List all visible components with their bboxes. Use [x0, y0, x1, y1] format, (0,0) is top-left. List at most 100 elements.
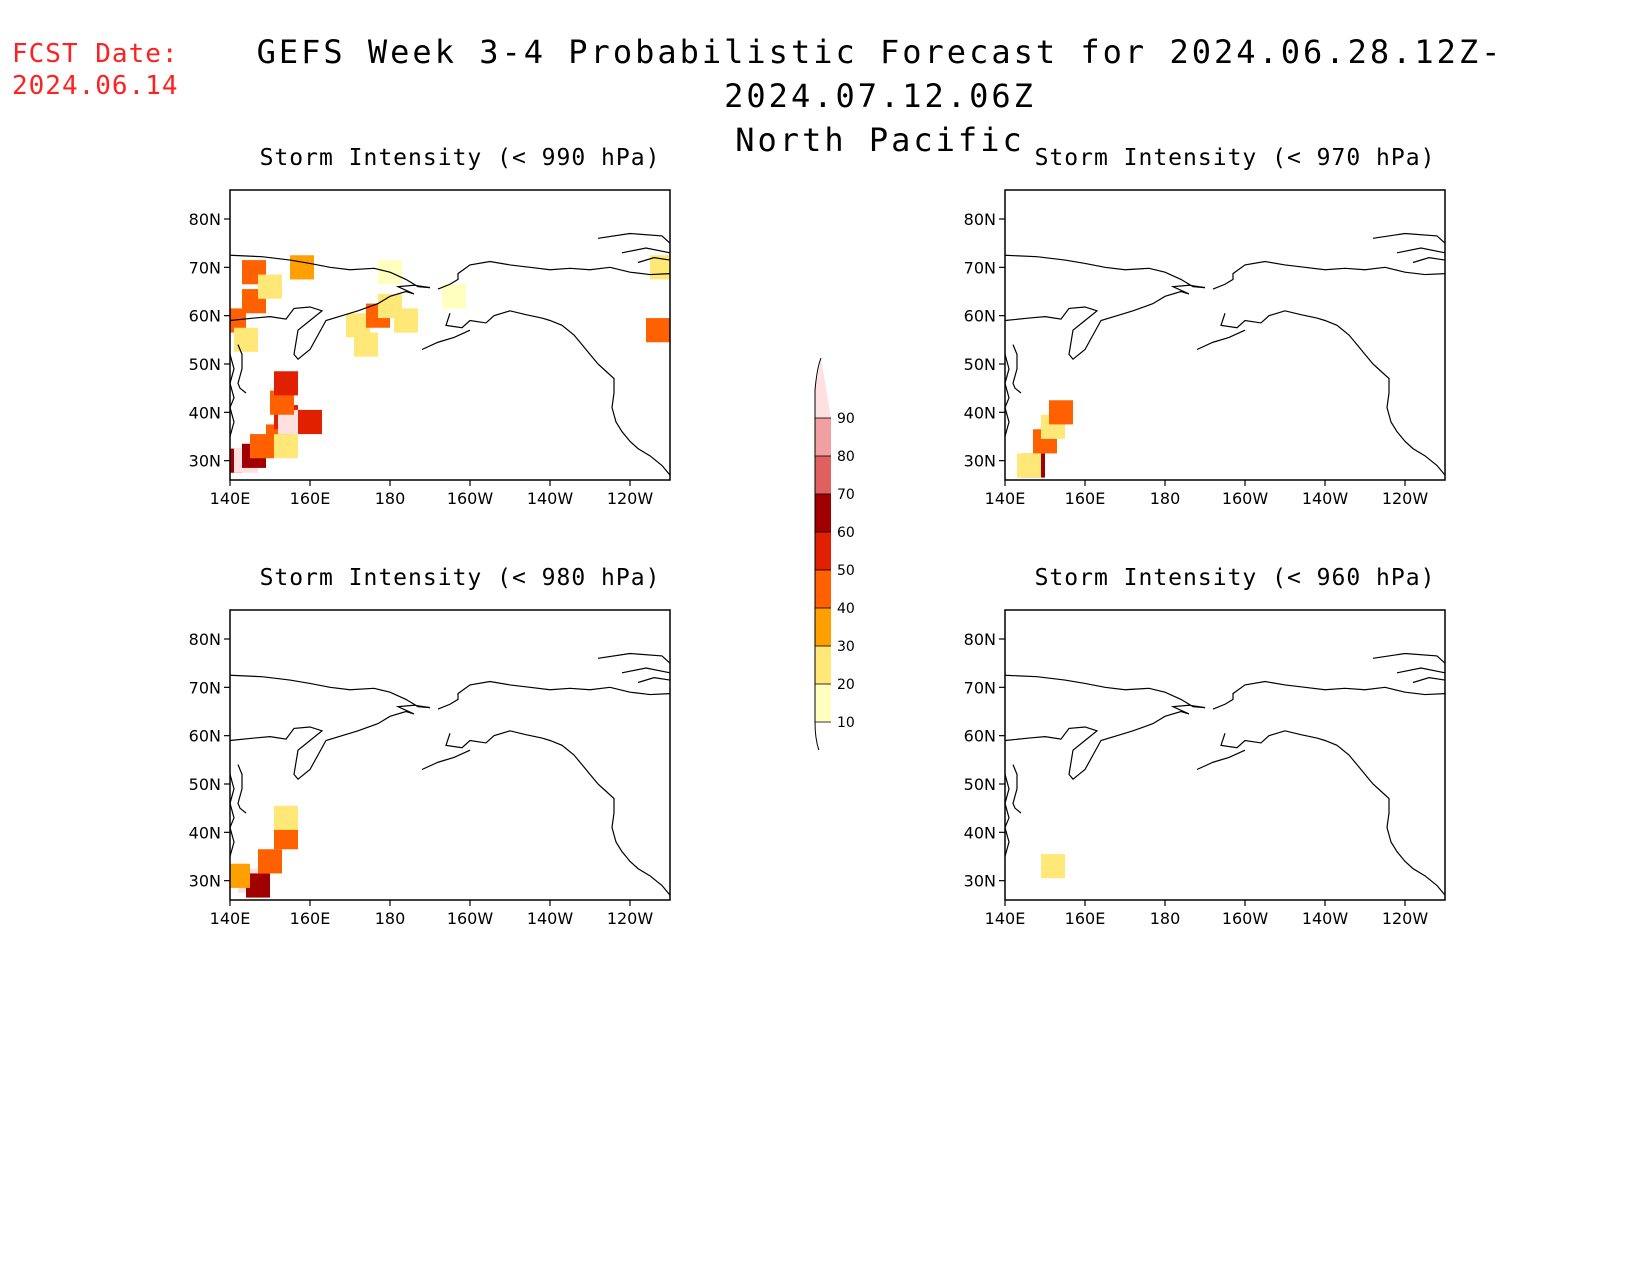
coastline [229, 354, 235, 437]
map-980: 140E 160E 180 160W 140W 120W 80N 70N 60N 50N 40N 30… [189, 609, 671, 928]
panel-title: Storm Intensity (< 980 hPa) [259, 565, 661, 591]
lat-tick-label: 50N [189, 775, 221, 794]
lat-tick-label: 50N [964, 775, 996, 794]
lon-tick-label: 140E [985, 909, 1026, 928]
lon-tick-label: 120W [607, 489, 654, 508]
lat-tick-label: 60N [189, 727, 221, 746]
panel-990: Storm Intensity (< 990 hPa) 140E 160E 180 1… [180, 145, 740, 555]
coastline [421, 329, 471, 351]
map-frame [1004, 189, 1446, 481]
probability-cell [442, 284, 466, 309]
coastline [421, 749, 471, 771]
coastline [1196, 329, 1246, 351]
probability-field [230, 255, 670, 473]
fcst-date: 2024.06.14 [12, 71, 179, 101]
coastline [229, 774, 235, 857]
map-970: 140E 160E 180 160W 140W 120W 80N 70N 60N 50N 40N 30… [964, 189, 1446, 508]
lon-tick-label: 160W [1222, 489, 1269, 508]
coastline [1396, 247, 1446, 254]
lat-tick-label: 50N [189, 355, 221, 374]
lon-tick-label: 140W [527, 489, 574, 508]
colorbar-segment [815, 418, 831, 456]
colorbar-label: 90 [837, 411, 855, 427]
coastline [621, 247, 671, 254]
probability-cell [230, 308, 246, 333]
fcst-label: FCST Date: [12, 39, 179, 69]
panel-970: Storm Intensity (< 970 hPa) 140E 160E 180 1… [955, 145, 1515, 555]
lat-tick-label: 30N [189, 872, 221, 891]
lon-tick-label: 140E [985, 489, 1026, 508]
probability-cell [274, 371, 298, 396]
coastline [437, 680, 671, 710]
lon-tick-label: 180 [1150, 909, 1181, 928]
coastline [1004, 774, 1010, 857]
panel-960: Storm Intensity (< 960 hPa) 140E 160E 180 1… [955, 565, 1515, 975]
coastlines [229, 652, 671, 896]
lon-tick-label: 180 [1150, 489, 1181, 508]
coastline [237, 764, 247, 814]
coastline [1372, 232, 1446, 244]
probability-cell [258, 274, 282, 299]
coastline [1004, 284, 1206, 361]
lon-tick-label: 180 [375, 909, 406, 928]
coastline [1412, 677, 1446, 684]
probability-cell [1049, 400, 1073, 425]
coastline [1012, 344, 1022, 394]
coastline [237, 344, 247, 394]
lat-tick-label: 60N [189, 307, 221, 326]
coastline [229, 704, 431, 781]
coastline [437, 260, 671, 290]
coastline [1212, 680, 1446, 710]
colorbar-label: 50 [837, 563, 855, 579]
probability-cell [1017, 453, 1041, 478]
probability-cell [354, 332, 378, 357]
probability-cell [274, 434, 298, 459]
lon-tick-label: 140W [1302, 489, 1349, 508]
lon-tick-label: 140E [210, 909, 251, 928]
lat-tick-label: 40N [964, 403, 996, 422]
colorbar-label: 80 [837, 449, 855, 465]
colorbar-segment [815, 494, 831, 532]
coastline [229, 674, 431, 709]
coastline [1372, 652, 1446, 664]
coastline [1396, 667, 1446, 674]
coastline [1004, 674, 1206, 709]
colorbar-segment [815, 532, 831, 570]
colorbar-label: 40 [837, 601, 855, 617]
lon-tick-label: 160E [1065, 909, 1106, 928]
coastline [1220, 730, 1446, 896]
colorbar-label: 30 [837, 639, 855, 655]
probability-cell [1041, 854, 1065, 879]
lon-tick-label: 120W [1382, 489, 1429, 508]
coastline [445, 730, 671, 896]
probability-cell [298, 409, 322, 435]
probability-cell [646, 318, 670, 343]
lon-tick-label: 140W [527, 909, 574, 928]
lon-tick-label: 140W [1302, 909, 1349, 928]
colorbar-segment [815, 570, 831, 608]
lat-tick-label: 60N [964, 727, 996, 746]
lat-tick-label: 70N [189, 678, 221, 697]
lon-tick-label: 120W [1382, 909, 1429, 928]
colorbar-label: 60 [837, 525, 855, 541]
coastline [1004, 704, 1206, 781]
lat-tick-label: 70N [964, 258, 996, 277]
lat-tick-label: 30N [964, 872, 996, 891]
colorbar-segment [815, 358, 831, 418]
title-line-1: GEFS Week 3-4 Probabilistic Forecast for… [256, 33, 1504, 115]
lon-tick-label: 160E [1065, 489, 1106, 508]
lat-tick-label: 40N [189, 823, 221, 842]
fcst-date-block: FCST Date: 2024.06.14 [12, 38, 179, 102]
coastlines [1004, 652, 1446, 896]
colorbar-label: 10 [837, 715, 855, 731]
probability-cell [234, 327, 258, 352]
lat-tick-label: 80N [964, 630, 996, 649]
lon-tick-label: 160W [1222, 909, 1269, 928]
map-990: 140E 160E 180 160W 140W 120W 80N 70N 60N 50N 40N 30… [189, 189, 671, 508]
coastline [597, 232, 671, 244]
lon-tick-label: 160E [290, 909, 331, 928]
colorbar-label: 70 [837, 487, 855, 503]
lon-tick-label: 120W [607, 909, 654, 928]
map-frame [229, 609, 671, 901]
coastlines [1004, 232, 1446, 476]
